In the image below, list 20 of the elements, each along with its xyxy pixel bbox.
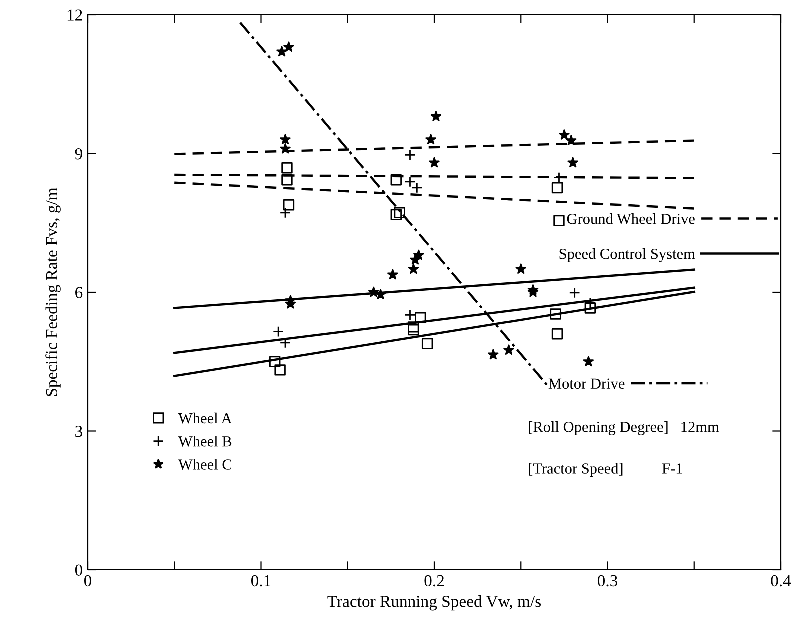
x-tick-label: 0.3	[598, 575, 618, 587]
x-tick-label: 0.2	[424, 575, 444, 587]
y-tick-label: 3	[76, 426, 82, 438]
y-tick-label: 9	[75, 148, 82, 160]
y-tick-label: 0	[75, 564, 83, 576]
x-axis-title: Tractor Running Speed Vw, m/s	[328, 596, 541, 611]
y-tick-label: 12	[68, 10, 82, 21]
legend-label: Wheel B	[178, 436, 232, 447]
y-tick-label: 6	[76, 287, 83, 298]
legend-label: Wheel C	[178, 459, 232, 470]
annotation: [Roll Opening Degree] 12mm	[529, 422, 720, 436]
series-label: Ground Wheel Drive	[567, 214, 695, 224]
annotation: [Tractor Speed] F-1	[529, 463, 682, 478]
x-tick-label: 0.4	[771, 575, 792, 587]
x-tick-label: 0	[84, 575, 92, 587]
series-label: Motor Drive	[548, 378, 625, 390]
legend-label: Wheel A	[178, 412, 232, 424]
y-axis-title: Specific Feeding Rate Fvs, g/m	[46, 188, 61, 396]
series-label: Speed Control System	[560, 248, 696, 262]
x-tick-label: 0.1	[251, 575, 271, 587]
